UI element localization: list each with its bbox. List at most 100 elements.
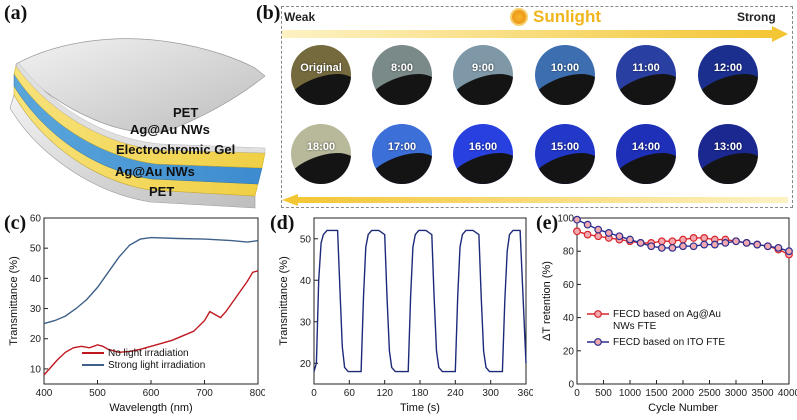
series-point-1 [774, 243, 783, 252]
series-point-1 [763, 242, 772, 251]
x-tick-label: 600 [143, 388, 160, 399]
series-point-1 [689, 242, 698, 251]
series-line-0 [313, 229, 527, 373]
layer-label-pet-top: PET [173, 105, 199, 120]
series-point-1 [668, 243, 677, 252]
photo-time-label: 16:00 [468, 141, 498, 153]
photo-time-label: 14:00 [631, 141, 661, 153]
series-point-1 [721, 239, 730, 247]
x-tick-label: 3500 [751, 388, 774, 399]
plot-frame [313, 217, 527, 385]
sunlight-photo-frame [281, 6, 793, 208]
x-axis-label: Cycle Number [648, 402, 718, 414]
y-tick-label: 60 [30, 214, 42, 225]
panel-label-c: (c) [4, 212, 27, 234]
x-axis-label: Time (s) [400, 402, 440, 414]
legend-label: No light irradiation [108, 348, 189, 359]
series-line-0 [43, 270, 259, 376]
y-tick-label: 20 [30, 334, 42, 345]
y-tick-label: 80 [563, 247, 575, 258]
x-tick-label: 1000 [619, 388, 642, 399]
y-tick-label: 40 [30, 274, 42, 285]
x-tick-label: 360 [518, 388, 533, 399]
layer-label-agau-top: Ag@Au NWs [130, 122, 210, 137]
series-point-0 [679, 235, 687, 244]
photo-row1-1: 8:00 [372, 45, 432, 105]
x-axis-label: Wavelength (nm) [109, 402, 192, 414]
x-tick-label: 0 [574, 388, 580, 399]
series-point-0 [657, 237, 666, 246]
series-point-1 [753, 240, 762, 249]
y-tick-label: 100 [557, 214, 574, 225]
photo-time-label: 15:00 [550, 141, 580, 153]
photo-time-label: 11:00 [632, 62, 660, 74]
series-point-1 [626, 235, 634, 244]
series-point-1 [785, 247, 793, 256]
arrow-back-to-weak [282, 194, 788, 206]
x-tick-label: 1500 [645, 388, 668, 399]
series-point-0 [583, 230, 592, 239]
y-tick-label: 50 [300, 234, 312, 245]
photo-time-label: 9:00 [471, 62, 495, 74]
x-tick-label: 700 [196, 388, 213, 399]
x-tick-label: 500 [595, 388, 612, 399]
y-tick-label: 60 [563, 280, 575, 291]
weak-label: Weak [284, 10, 316, 24]
series-point-1 [647, 242, 656, 251]
series-point-1 [742, 239, 751, 247]
x-tick-label: 60 [344, 388, 356, 399]
legend-marker [594, 310, 602, 318]
series-point-1 [710, 240, 719, 249]
pet-top-layer [15, 38, 266, 133]
layer-label-pet-bottom: PET [149, 184, 175, 199]
legend-label: NWs FTE [613, 321, 657, 332]
panel-label-e: (e) [536, 212, 559, 234]
series-point-0 [668, 237, 677, 246]
series-point-1 [636, 239, 645, 247]
photo-time-label: 8:00 [390, 62, 414, 74]
chart-transmittance-spectrum: 400 500 600 700 800 10 20 30 40 50 60 Wavelength (n… [8, 214, 265, 415]
photo-time-label: Original [300, 62, 342, 74]
series-point-1 [615, 232, 624, 241]
photo-row2-5: 13:00 [698, 124, 758, 184]
photo-row1-0: Original [291, 45, 351, 105]
legend-label: Strong light irradiation [108, 360, 205, 371]
x-tick-label: 240 [447, 388, 464, 399]
series-point-1 [657, 243, 666, 252]
y-tick-label: 20 [300, 359, 312, 370]
x-tick-label: 300 [482, 388, 499, 399]
x-tick-label: 180 [412, 388, 429, 399]
panel-label-d: (d) [270, 212, 295, 234]
photo-row2-3: 15:00 [535, 124, 595, 184]
sun-icon [512, 10, 526, 24]
y-tick-label: 40 [300, 276, 312, 287]
series-point-1 [679, 242, 687, 251]
photo-row1-4: 11:00 [616, 45, 676, 105]
series-point-1 [700, 240, 709, 249]
x-tick-label: 2500 [698, 388, 721, 399]
x-tick-label: 400 [36, 388, 53, 399]
y-axis-label: ΔT retention (%) [541, 261, 553, 341]
series-line-1 [43, 236, 259, 325]
x-tick-label: 800 [250, 388, 265, 399]
photo-time-label: 13:00 [713, 141, 743, 153]
photo-time-label: 18:00 [306, 141, 336, 153]
arrow-weak-to-strong [282, 26, 788, 42]
x-tick-label: 3000 [725, 388, 748, 399]
y-tick-label: 50 [30, 244, 42, 255]
series-point-0 [573, 227, 581, 236]
y-axis-label: Transmittance (%) [278, 256, 290, 345]
photo-time-label: 12:00 [713, 62, 743, 74]
series-point-1 [604, 229, 613, 237]
photo-row1-3: 10:00 [535, 45, 595, 105]
layer-label-gel: Electrochromic Gel [116, 142, 236, 157]
x-tick-label: 0 [311, 388, 317, 399]
y-tick-label: 10 [30, 364, 42, 375]
photo-row2-0: 18:00 [291, 124, 351, 184]
y-axis-label: Transmittance (%) [8, 256, 20, 345]
panel-label-b: (b) [256, 2, 281, 24]
y-tick-label: 30 [30, 304, 42, 315]
photo-row1-2: 9:00 [453, 45, 513, 105]
